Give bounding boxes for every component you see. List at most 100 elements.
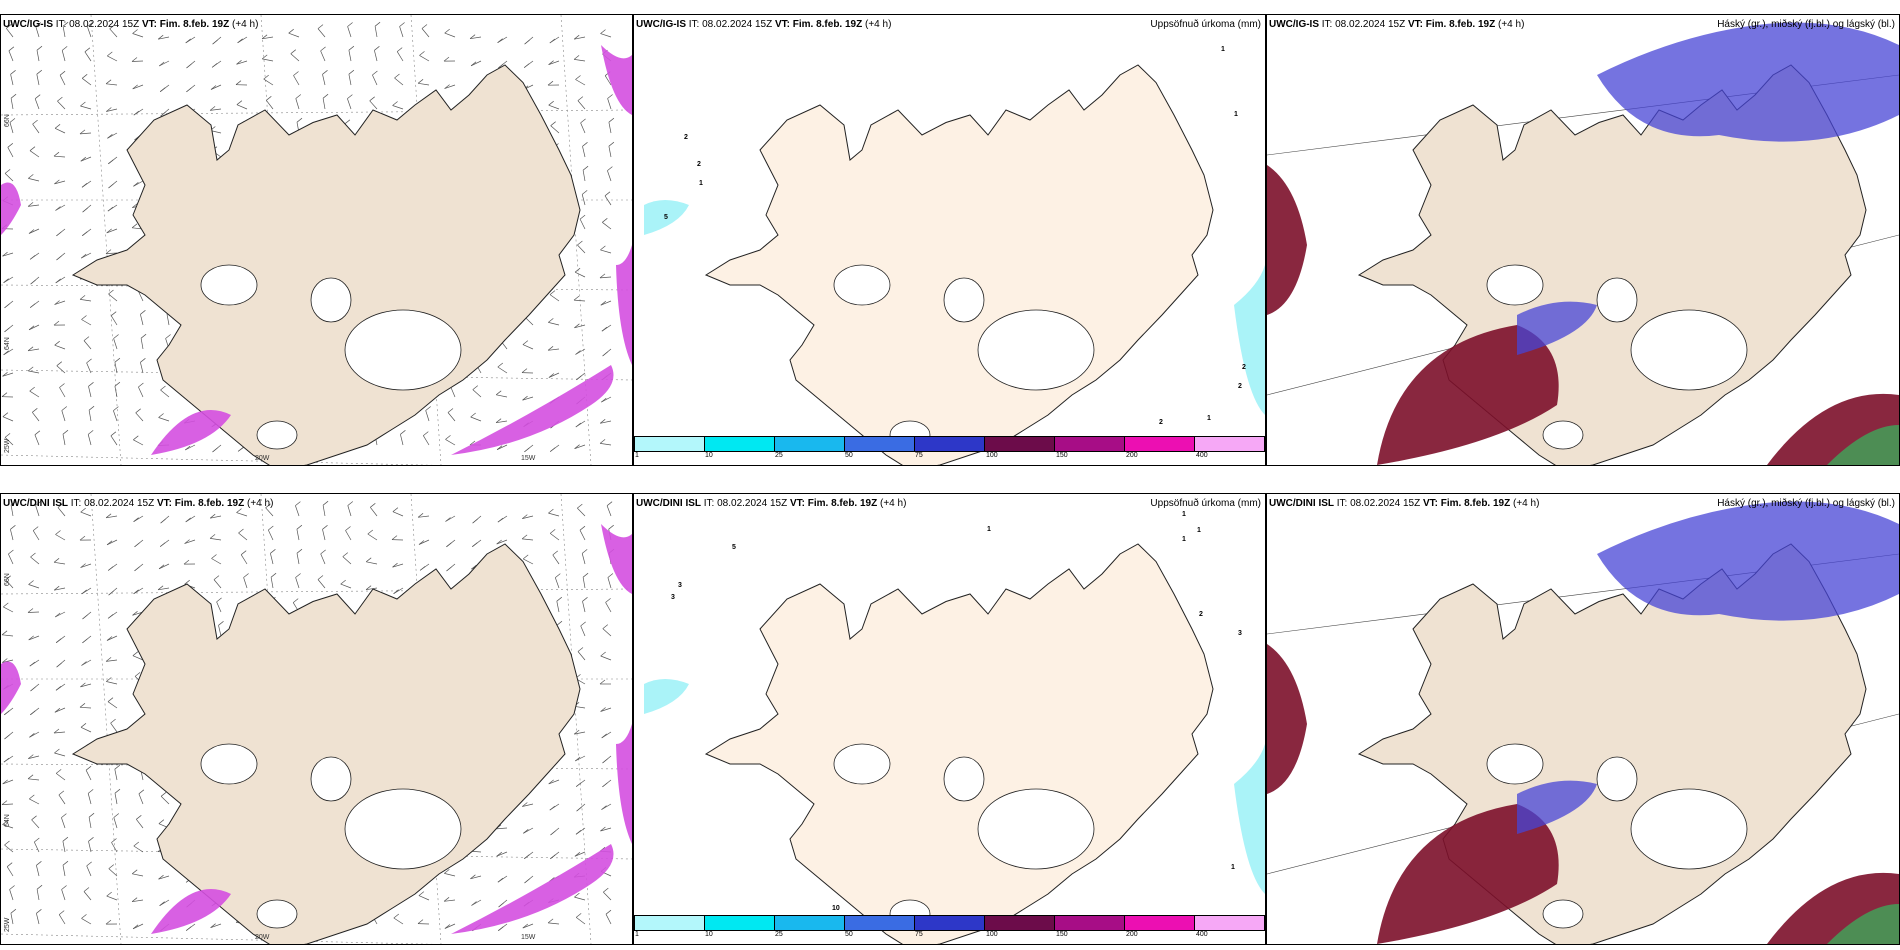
- panel-header: UWC/DINI ISL IT: 08.02.2024 15Z VT: Fim.…: [636, 498, 906, 509]
- it-value: 08.02.2024 15Z: [1350, 498, 1421, 509]
- colorbar-swatches: [634, 915, 1265, 931]
- precip-value-label: 2: [1238, 383, 1242, 390]
- cloud-map: [1267, 22, 1899, 465]
- colorbar-swatch: [845, 916, 915, 930]
- colorbar-tick-label: 10: [705, 452, 713, 459]
- colorbar-tick-label: 25: [775, 452, 783, 459]
- precip-map: [644, 64, 1265, 465]
- map-panel-clouds-dini[interactable]: UWC/DINI ISL IT: 08.02.2024 15Z VT: Fim.…: [1266, 493, 1900, 945]
- it-value: 08.02.2024 15Z: [717, 498, 788, 509]
- precip-value-label: 1: [987, 526, 991, 533]
- panel-header: UWC/IG-IS IT: 08.02.2024 15Z VT: Fim. 8.…: [636, 19, 891, 30]
- field-title: Háský (gr.), miðský (fj.bl.) og lágský (…: [1717, 498, 1895, 509]
- field-title: Uppsöfnuð úrkoma (mm): [1150, 19, 1261, 30]
- model-name: UWC/DINI ISL: [636, 498, 701, 509]
- it-value: 08.02.2024 15Z: [702, 19, 773, 30]
- lead-time: (+4 h): [865, 19, 892, 30]
- panel-header: UWC/IG-IS IT: 08.02.2024 15Z VT: Fim. 8.…: [3, 19, 258, 30]
- precip-colorbar: 1 10 25 50 75 100 150 200 400: [634, 436, 1265, 461]
- precip-value-label: 10: [832, 905, 840, 912]
- precip-value-label: 1: [1234, 111, 1238, 118]
- lon-label-15w: 15W: [521, 455, 536, 462]
- precip-value-label: 3: [671, 594, 675, 601]
- lon-label-20w: 20W: [255, 934, 270, 941]
- precip-value-label: 1: [1197, 527, 1201, 534]
- precip-value-label: 2: [697, 161, 701, 168]
- colorbar-ticks: 1 10 25 50 75 100 150 200 400: [634, 931, 1265, 940]
- precip-value-label: 1: [1182, 536, 1186, 543]
- colorbar-swatch: [985, 437, 1055, 451]
- colorbar-tick-label: 400: [1196, 931, 1208, 938]
- precip-value-label: 2: [684, 134, 688, 141]
- colorbar-swatch: [705, 437, 775, 451]
- colorbar-swatch: [845, 437, 915, 451]
- precip-value-label: 2: [1159, 419, 1163, 426]
- map-panel-wind-dini[interactable]: UWC/DINI ISL IT: 08.02.2024 15Z VT: Fim.…: [0, 493, 633, 945]
- colorbar-swatch: [1055, 916, 1125, 930]
- lat-label-25w: 25W: [4, 917, 11, 932]
- colorbar-tick-label: 200: [1126, 931, 1138, 938]
- it-value: 08.02.2024 15Z: [1335, 19, 1406, 30]
- colorbar-swatch: [775, 916, 845, 930]
- colorbar-swatch: [1195, 916, 1265, 930]
- colorbar-tick-label: 1: [635, 931, 639, 938]
- precip-value-label: 3: [1238, 630, 1242, 637]
- colorbar-ticks: 1 10 25 50 75 100 150 200 400: [634, 452, 1265, 461]
- lead-time: (+4 h): [1513, 498, 1540, 509]
- colorbar-swatch: [985, 916, 1055, 930]
- vt-label: VT: Fim. 8.feb. 19Z: [1422, 498, 1511, 509]
- model-name: UWC/IG-IS: [3, 19, 53, 30]
- precip-value-label: 5: [732, 544, 736, 551]
- cloud-map: [1267, 501, 1899, 944]
- lead-time: (+4 h): [232, 19, 259, 30]
- lat-label-66: 66N: [4, 114, 11, 127]
- vt-label: VT: Fim. 8.feb. 19Z: [789, 498, 878, 509]
- precip-value-label: 5: [664, 214, 668, 221]
- it-value: 08.02.2024 15Z: [84, 498, 155, 509]
- colorbar-tick-label: 25: [775, 931, 783, 938]
- lead-time: (+4 h): [247, 498, 274, 509]
- map-panel-wind-igis[interactable]: UWC/IG-IS IT: 08.02.2024 15Z VT: Fim. 8.…: [0, 14, 633, 466]
- model-name: UWC/DINI ISL: [3, 498, 68, 509]
- map-panel-clouds-igis[interactable]: UWC/IG-IS IT: 08.02.2024 15Z VT: Fim. 8.…: [1266, 14, 1900, 466]
- precip-value-label: 1: [1207, 415, 1211, 422]
- wind-map: [1, 15, 632, 465]
- lat-label-64: 64N: [4, 814, 11, 827]
- lon-label-20w: 20W: [255, 455, 270, 462]
- precip-colorbar: 1 10 25 50 75 100 150 200 400: [634, 915, 1265, 940]
- lead-time: (+4 h): [880, 498, 907, 509]
- model-name: UWC/DINI ISL: [1269, 498, 1334, 509]
- precip-value-label: 2: [1199, 611, 1203, 618]
- precip-value-label: 1: [1231, 864, 1235, 871]
- colorbar-tick-label: 50: [845, 452, 853, 459]
- lat-label-25w: 25W: [4, 438, 11, 453]
- colorbar-swatch: [1125, 437, 1195, 451]
- map-panel-precip-igis[interactable]: UWC/IG-IS IT: 08.02.2024 15Z VT: Fim. 8.…: [633, 14, 1266, 466]
- colorbar-tick-label: 400: [1196, 452, 1208, 459]
- colorbar-swatch: [634, 916, 705, 930]
- precip-value-label: 3: [678, 582, 682, 589]
- field-title: Uppsöfnuð úrkoma (mm): [1150, 498, 1261, 509]
- panel-header: UWC/DINI ISL IT: 08.02.2024 15Z VT: Fim.…: [1269, 498, 1539, 509]
- colorbar-tick-label: 50: [845, 931, 853, 938]
- vt-label: VT: Fim. 8.feb. 19Z: [141, 19, 230, 30]
- colorbar-tick-label: 150: [1056, 452, 1068, 459]
- map-panel-precip-dini[interactable]: UWC/DINI ISL IT: 08.02.2024 15Z VT: Fim.…: [633, 493, 1266, 945]
- it-label: IT:: [688, 19, 700, 30]
- colorbar-swatch: [634, 437, 705, 451]
- colorbar-tick-label: 1: [635, 452, 639, 459]
- colorbar-swatch: [705, 916, 775, 930]
- lat-label-64: 64N: [4, 337, 11, 350]
- colorbar-tick-label: 75: [915, 931, 923, 938]
- it-label: IT:: [70, 498, 82, 509]
- colorbar-swatch: [915, 437, 985, 451]
- colorbar-swatches: [634, 436, 1265, 452]
- panel-header: UWC/DINI ISL IT: 08.02.2024 15Z VT: Fim.…: [3, 498, 273, 509]
- colorbar-swatch: [775, 437, 845, 451]
- colorbar-swatch: [915, 916, 985, 930]
- it-label: IT:: [55, 19, 67, 30]
- precip-value-label: 1: [1182, 511, 1186, 518]
- field-title: Háský (gr.), miðský (fj.bl.) og lágský (…: [1717, 19, 1895, 30]
- colorbar-tick-label: 10: [705, 931, 713, 938]
- colorbar-tick-label: 200: [1126, 452, 1138, 459]
